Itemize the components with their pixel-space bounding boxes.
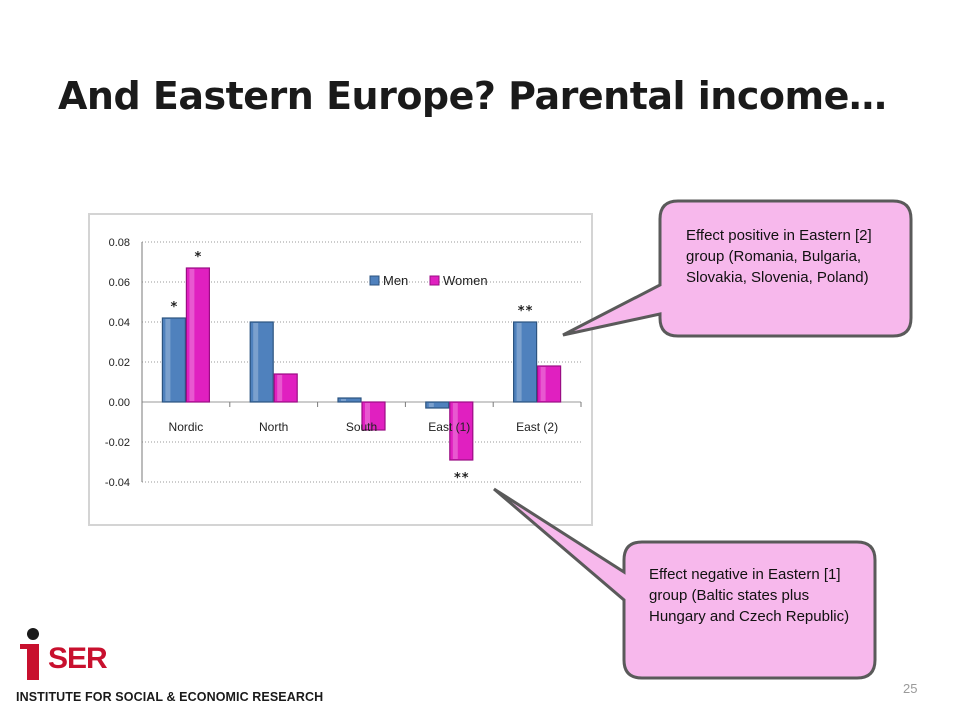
x-category-label: East (2) [516,420,558,434]
iser-logo-letters: SER [48,642,108,675]
bar-men [249,321,274,403]
bar-women [273,373,298,403]
bar-highlight [540,367,546,401]
bar-highlight [341,399,346,401]
bar-women [361,401,386,431]
bar-men [337,397,362,403]
legend-label-women: Women [443,273,488,288]
bar-women [449,401,474,461]
bar-highlight [452,403,458,459]
iser-logo: SER INSTITUTE FOR SOCIAL & ECONOMIC RESE… [14,624,344,714]
y-tick-label: 0.08 [109,237,130,249]
y-tick-label: 0.04 [109,317,130,329]
bar-highlight [516,323,522,401]
significance-label: * [194,250,202,265]
y-tick-label: 0.06 [109,277,130,289]
chart-canvas: 0.08 0.06 0.04 0.02 0.00 -0.02 -0.04 Nordic Nort… [105,237,582,489]
significance-label: ** [517,304,533,319]
callout-negative-text: Effect negative in Eastern [1] group (Ba… [649,566,850,625]
bar-men [425,401,450,409]
callout-positive-text: Effect positive in Eastern [2] group (Ro… [686,227,872,286]
legend-swatch-men [369,275,380,286]
bar-highlight [165,319,171,401]
x-category-label: Nordic [169,420,204,434]
y-tick-label: -0.02 [105,437,130,449]
bar-women [185,267,211,403]
legend-swatch-women [429,275,440,286]
page-number: 25 [903,681,918,696]
legend-label-men: Men [383,273,408,288]
x-category-label: South [346,420,377,434]
y-tick-label: 0.02 [109,357,130,369]
bar-highlight [253,323,259,401]
significance-label: ** [453,471,469,486]
significance-label: * [170,300,178,315]
bar-highlight [428,403,434,407]
bar-highlight [277,375,283,401]
bar-men [513,321,538,403]
y-tick-label: -0.04 [105,477,130,489]
y-tick-label: 0.00 [109,397,130,409]
iser-logo-mark [20,628,39,680]
slide-title: And Eastern Europe? Parental income… [58,74,887,118]
bar-men [161,317,187,403]
iser-logo-caption: INSTITUTE FOR SOCIAL & ECONOMIC RESEARCH [16,690,324,704]
bar-highlight [189,269,195,401]
bar-women [537,365,562,403]
bar-chart: 0.08 0.06 0.04 0.02 0.00 -0.02 -0.04 Nordic Nort… [88,213,593,526]
x-category-label: North [259,420,288,434]
x-category-label: East (1) [428,420,470,434]
bar-highlight [365,403,370,429]
